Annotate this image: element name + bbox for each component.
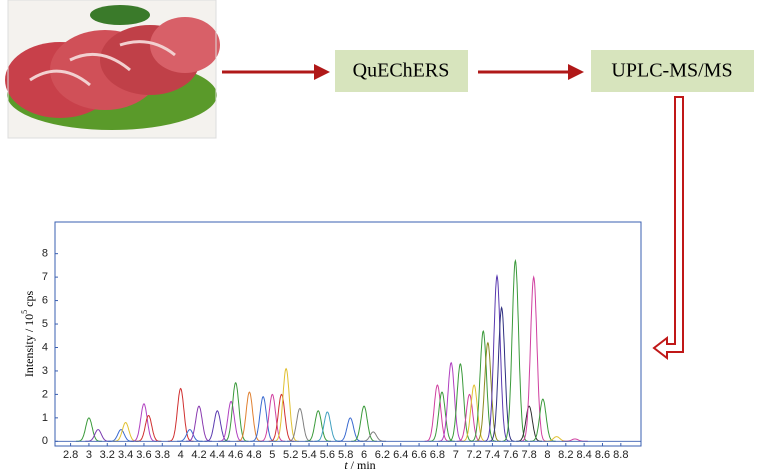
x-tick-label: 7.4 [485, 449, 500, 461]
peak [287, 407, 313, 442]
y-label-sup: 5 [20, 310, 29, 314]
peak [305, 410, 331, 442]
peak [167, 387, 194, 442]
peak [520, 275, 547, 442]
x-tick-label: 6.4 [393, 449, 408, 461]
peak [351, 405, 377, 442]
x-tick-label: 6.2 [375, 449, 390, 461]
x-tick-label: 3 [86, 449, 92, 461]
peak [268, 393, 295, 442]
x-tick-label: 8.4 [576, 449, 591, 461]
peak [516, 405, 542, 442]
x-label-var: t [344, 458, 348, 472]
x-tick-label: 4.6 [228, 449, 243, 461]
peak [135, 414, 162, 442]
y-tick-label: 3 [42, 365, 48, 377]
x-tick-label: 7.2 [466, 449, 481, 461]
meat-photo [5, 0, 220, 139]
x-tick-label: 8 [544, 449, 550, 461]
peak [447, 362, 474, 442]
peak [484, 273, 510, 442]
x-tick-label: 8.8 [613, 449, 628, 461]
step-box [335, 50, 468, 92]
step-label: QuEChERS [353, 60, 450, 82]
y-label-text: Intensity / 10 [22, 314, 36, 377]
x-tick-label: 7.6 [503, 449, 518, 461]
x-tick-label: 2.8 [63, 449, 78, 461]
chart-frame [54, 221, 642, 447]
step-box [591, 50, 754, 92]
x-tick-label: 8.6 [595, 449, 610, 461]
x-axis-label: t / min [344, 458, 375, 472]
x-tick-label: 4 [178, 449, 184, 461]
x-tick-label: 3.8 [155, 449, 170, 461]
x-tick-label: 6.8 [430, 449, 445, 461]
peak [502, 258, 529, 442]
x-tick-label: 5.2 [283, 449, 298, 461]
y-tick-label: 7 [42, 271, 48, 283]
y-tick-label: 1 [42, 412, 48, 424]
y-tick-label: 4 [42, 341, 48, 353]
x-tick-label: 3.2 [100, 449, 115, 461]
y-axis-label: Intensity / 105 cps [20, 291, 36, 378]
peak [475, 341, 501, 442]
peak [337, 417, 364, 442]
x-tick-label: 4.8 [246, 449, 261, 461]
x-label-unit: / min [351, 458, 376, 472]
x-tick-label: 3.6 [136, 449, 151, 461]
peak [259, 393, 286, 442]
step-label: UPLC-MS/MS [611, 60, 732, 82]
x-tick-label: 7 [453, 449, 459, 461]
peak [218, 400, 244, 442]
y-tick-label: 6 [42, 294, 48, 306]
x-tick-label: 5.8 [338, 449, 353, 461]
peak [222, 381, 249, 442]
peak [131, 403, 157, 442]
peak [488, 306, 515, 442]
peak [250, 396, 276, 442]
peak [438, 361, 464, 442]
peak [314, 411, 341, 442]
peak [273, 367, 299, 442]
x-tick-label: 5 [269, 449, 275, 461]
x-tick-label: 6 [361, 449, 367, 461]
peak [76, 417, 102, 442]
peak [424, 384, 451, 442]
x-tick-label: 7.8 [521, 449, 536, 461]
y-tick-label: 8 [42, 248, 48, 260]
x-tick-label: 4.2 [191, 449, 206, 461]
peak [470, 329, 497, 442]
y-tick-label: 0 [42, 435, 48, 447]
y-label-unit: cps [22, 291, 36, 307]
peak [236, 391, 263, 442]
x-tick-label: 6.6 [411, 449, 426, 461]
x-tick-label: 5.6 [320, 449, 335, 461]
peak [186, 405, 212, 442]
peak [461, 384, 487, 442]
x-tick-label: 5.4 [301, 449, 316, 461]
flow-arrows [222, 64, 584, 80]
y-tick-label: 2 [42, 388, 48, 400]
x-tick-label: 3.4 [118, 449, 133, 461]
hollow-arrow [652, 96, 684, 361]
x-tick-label: 4.4 [210, 449, 225, 461]
x-tick-label: 8.2 [558, 449, 573, 461]
y-tick-label: 5 [42, 318, 48, 330]
